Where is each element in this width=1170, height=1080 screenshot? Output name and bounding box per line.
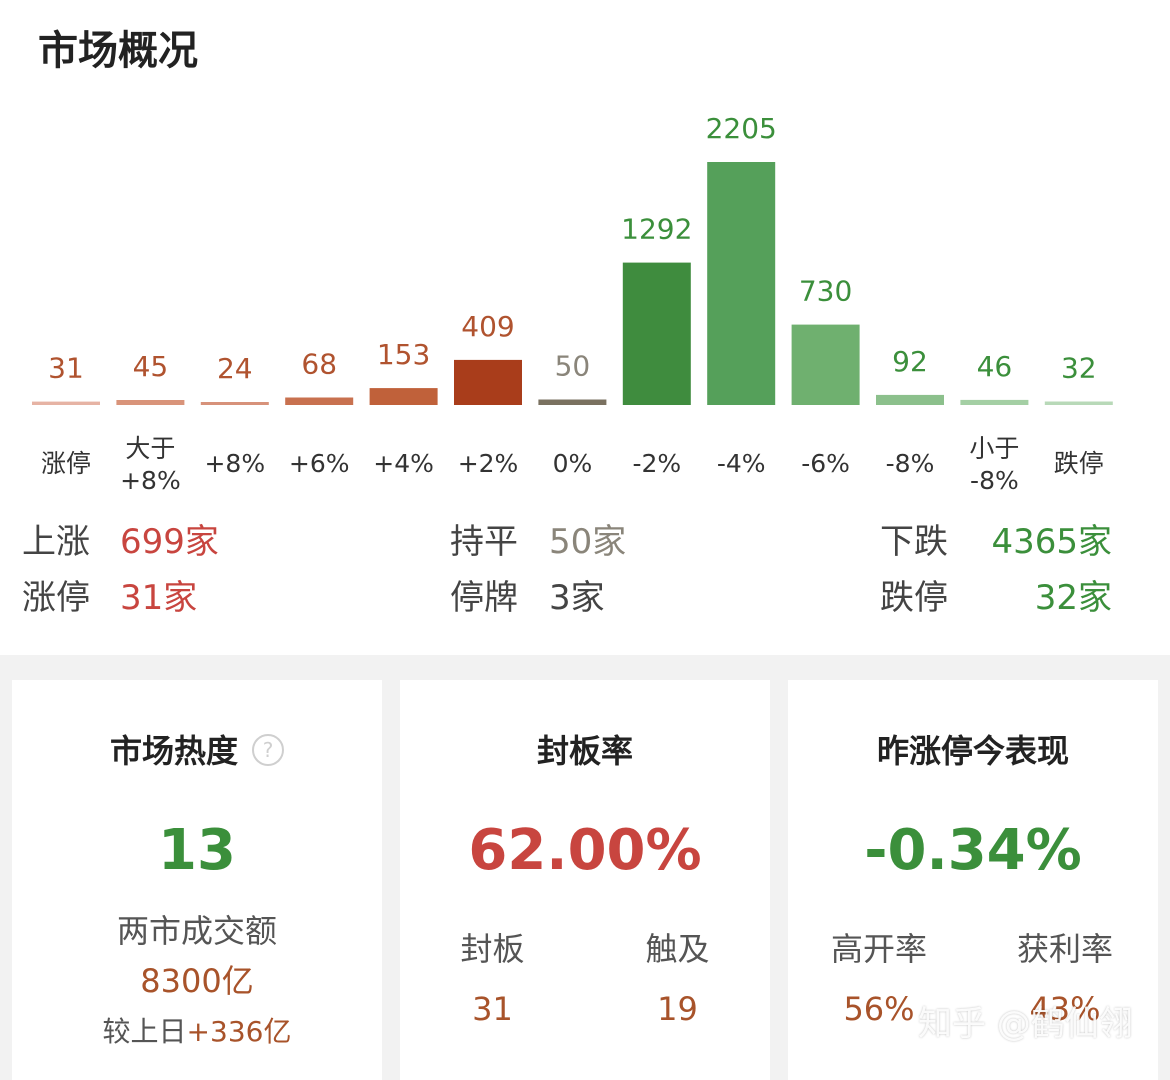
limit-down-value: 32家 [1034,578,1112,618]
turnover-compare: 较上日+336亿 [12,1010,382,1050]
bar-value-label-2: 24 [217,352,253,385]
bar-value-label-6: 50 [555,350,591,383]
category-label-4-0: +4% [373,449,434,478]
category-label-9-0: -6% [801,449,850,478]
seal-rate-card[interactable]: 封板率 62.00% 封板 触及 31 19 [400,680,770,1080]
category-label-10-0: -8% [886,449,935,478]
bar-8[interactable] [707,162,776,405]
touched-value: 19 [657,990,698,1028]
market-heat-card[interactable]: 市场热度? 13 两市成交额 8300亿 较上日+336亿 [12,680,382,1080]
bar-9[interactable] [791,324,860,405]
compare-label: 较上日 [102,1015,187,1048]
profit-value: 43% [1029,990,1101,1028]
bar-value-label-8: 2205 [706,112,777,145]
suspended-value: 3家 [549,578,605,618]
bar-6[interactable] [538,399,607,406]
category-label-11-1: -8% [970,466,1019,495]
yesterday-limitup-card[interactable]: 昨涨停今表现 -0.34% 高开率 获利率 56% 43% [788,680,1158,1080]
bar-0[interactable] [32,401,100,405]
bar-value-label-3: 68 [301,348,337,381]
high-open-label: 高开率 [830,930,927,968]
bar-1[interactable] [116,400,185,405]
category-label-1-0: 大于 [125,434,175,463]
up-label: 上涨 [22,522,90,562]
market-heat-title: 市场热度? [12,726,382,772]
bar-7[interactable] [622,262,691,405]
seal-rate-title: 封板率 [536,732,633,770]
bar-10[interactable] [876,394,944,405]
market-heat-value: 13 [158,818,236,883]
limit-up-value: 31家 [120,578,198,618]
bar-value-label-0: 31 [48,352,84,385]
down-value: 4365家 [991,522,1112,562]
turnover-label: 两市成交额 [116,912,277,950]
bar-4[interactable] [369,388,438,405]
bar-value-label-4: 153 [377,338,430,371]
yesterday-limitup-value: -0.34% [864,818,1082,883]
sealed-value: 31 [472,990,513,1028]
bar-value-label-1: 45 [133,350,169,383]
limit-up-label: 涨停 [22,578,90,618]
market-heat-title-text: 市场热度 [109,732,238,770]
flat-value: 50家 [549,522,627,562]
bar-value-label-11: 46 [977,350,1013,383]
category-label-3-0: +6% [289,449,350,478]
bar-value-label-9: 730 [799,275,852,308]
category-label-7-0: -2% [632,449,681,478]
bar-5[interactable] [454,359,522,405]
category-label-1-1: +8% [120,466,181,495]
category-label-12-0: 跌停 [1054,449,1104,478]
category-label-5-0: +2% [458,449,519,478]
limit-down-label: 跌停 [880,578,948,618]
compare-value: +336亿 [186,1015,292,1048]
category-label-6-0: 0% [553,449,593,478]
help-icon[interactable]: ? [252,734,284,766]
bar-12[interactable] [1044,401,1113,406]
bar-11[interactable] [960,399,1029,405]
category-label-11-0: 小于 [969,434,1019,463]
high-open-value: 56% [843,990,915,1028]
profit-label: 获利率 [1016,930,1113,968]
flat-label: 持平 [450,522,518,562]
suspended-label: 停牌 [450,578,518,618]
down-label: 下跌 [880,522,948,562]
sealed-label: 封板 [460,930,525,968]
bar-2[interactable] [200,402,269,405]
bar-value-label-10: 92 [892,345,928,378]
up-value: 699家 [120,522,219,562]
page-title: 市场概况 [38,28,198,74]
bar-3[interactable] [285,397,354,406]
touched-label: 触及 [645,930,710,968]
watermark: 知乎 @鹤仙翎 [918,1004,1133,1044]
bar-value-label-12: 32 [1061,352,1097,385]
category-label-0-0: 涨停 [41,449,91,478]
turnover-value: 8300亿 [140,962,254,1000]
category-label-2-0: +8% [204,449,265,478]
seal-rate-value: 62.00% [468,818,702,883]
yesterday-limitup-title: 昨涨停今表现 [876,732,1069,770]
market-overview-panel: 市场概况 31 涨停 45 大于 +8% 24 +8% 68 +6% 153 +4% 409 +2% 50… [0,0,1170,655]
bar-value-label-5: 409 [461,310,514,343]
category-label-8-0: -4% [717,449,766,478]
bar-value-label-7: 1292 [621,213,692,246]
distribution-bar-chart: 31 涨停 45 大于 +8% 24 +8% 68 +6% 153 +4% 409 +2% 50 0% 129… [32,112,1113,495]
